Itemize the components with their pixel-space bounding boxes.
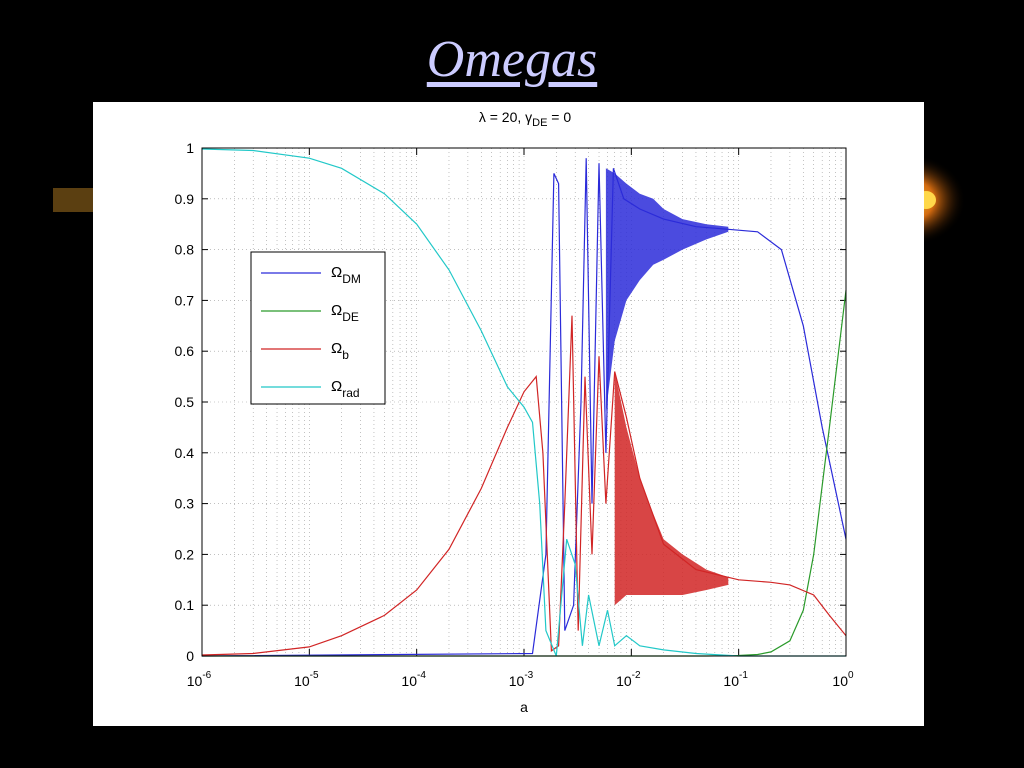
legend-item: Ωb bbox=[261, 340, 349, 362]
oscillation-band bbox=[605, 168, 729, 413]
y-tick-label: 0.7 bbox=[175, 292, 195, 308]
omegas-chart: λ = 20, γDE = 0 0 0.1 0.2 0.3 0.4 0.5 0.6 0.7 0.… bbox=[175, 109, 854, 715]
x-tick-label: 10-2 bbox=[616, 670, 641, 689]
plot-frame bbox=[201, 147, 847, 657]
legend-box bbox=[250, 251, 386, 405]
series-b bbox=[201, 315, 847, 656]
y-tick-label: 1 bbox=[186, 140, 194, 156]
axis-ticks: 0 0.1 0.2 0.3 0.4 0.5 0.6 0.7 0.8 0.9 1 10-6 10-5 10-… bbox=[175, 140, 854, 689]
legend-item: Ωrad bbox=[261, 378, 360, 400]
y-tick-label: 0.4 bbox=[175, 445, 195, 461]
legend-label: ΩDM bbox=[331, 264, 361, 286]
series-lines bbox=[201, 148, 847, 657]
legend-label: ΩDE bbox=[331, 302, 359, 324]
y-tick-label: 0.1 bbox=[175, 597, 195, 613]
x-tick-label: 100 bbox=[832, 670, 854, 689]
legend: ΩDM ΩDE Ωb Ωrad bbox=[250, 251, 386, 405]
series-dm bbox=[201, 158, 847, 657]
y-tick-label: 0.3 bbox=[175, 496, 195, 512]
y-tick-label: 0.2 bbox=[175, 546, 195, 562]
chart-title: λ = 20, γDE = 0 bbox=[479, 109, 572, 129]
x-tick-label: 10-5 bbox=[294, 670, 319, 689]
series-line bbox=[201, 315, 847, 656]
series-line bbox=[201, 158, 847, 657]
y-tick-label: 0.8 bbox=[175, 242, 195, 258]
legend-item: ΩDE bbox=[261, 302, 359, 324]
legend-label: Ωb bbox=[331, 340, 349, 362]
y-tick-label: 0.6 bbox=[175, 343, 195, 359]
legend-item: ΩDM bbox=[261, 264, 361, 286]
figure-panel: λ = 20, γDE = 0 0 0.1 0.2 0.3 0.4 0.5 0.6 0.7 0.… bbox=[93, 102, 924, 726]
legend-label: Ωrad bbox=[331, 378, 360, 400]
slide-title: Omegas bbox=[426, 31, 598, 88]
x-tick-label: 10-6 bbox=[187, 670, 212, 689]
x-tick-label: 10-4 bbox=[401, 670, 426, 689]
oscillation-band bbox=[614, 371, 729, 606]
y-tick-label: 0 bbox=[186, 648, 194, 664]
y-tick-label: 0.5 bbox=[175, 394, 195, 410]
x-axis-label: a bbox=[520, 699, 528, 715]
y-tick-label: 0.9 bbox=[175, 191, 195, 207]
x-tick-label: 10-1 bbox=[723, 670, 748, 689]
x-tick-label: 10-3 bbox=[509, 670, 534, 689]
